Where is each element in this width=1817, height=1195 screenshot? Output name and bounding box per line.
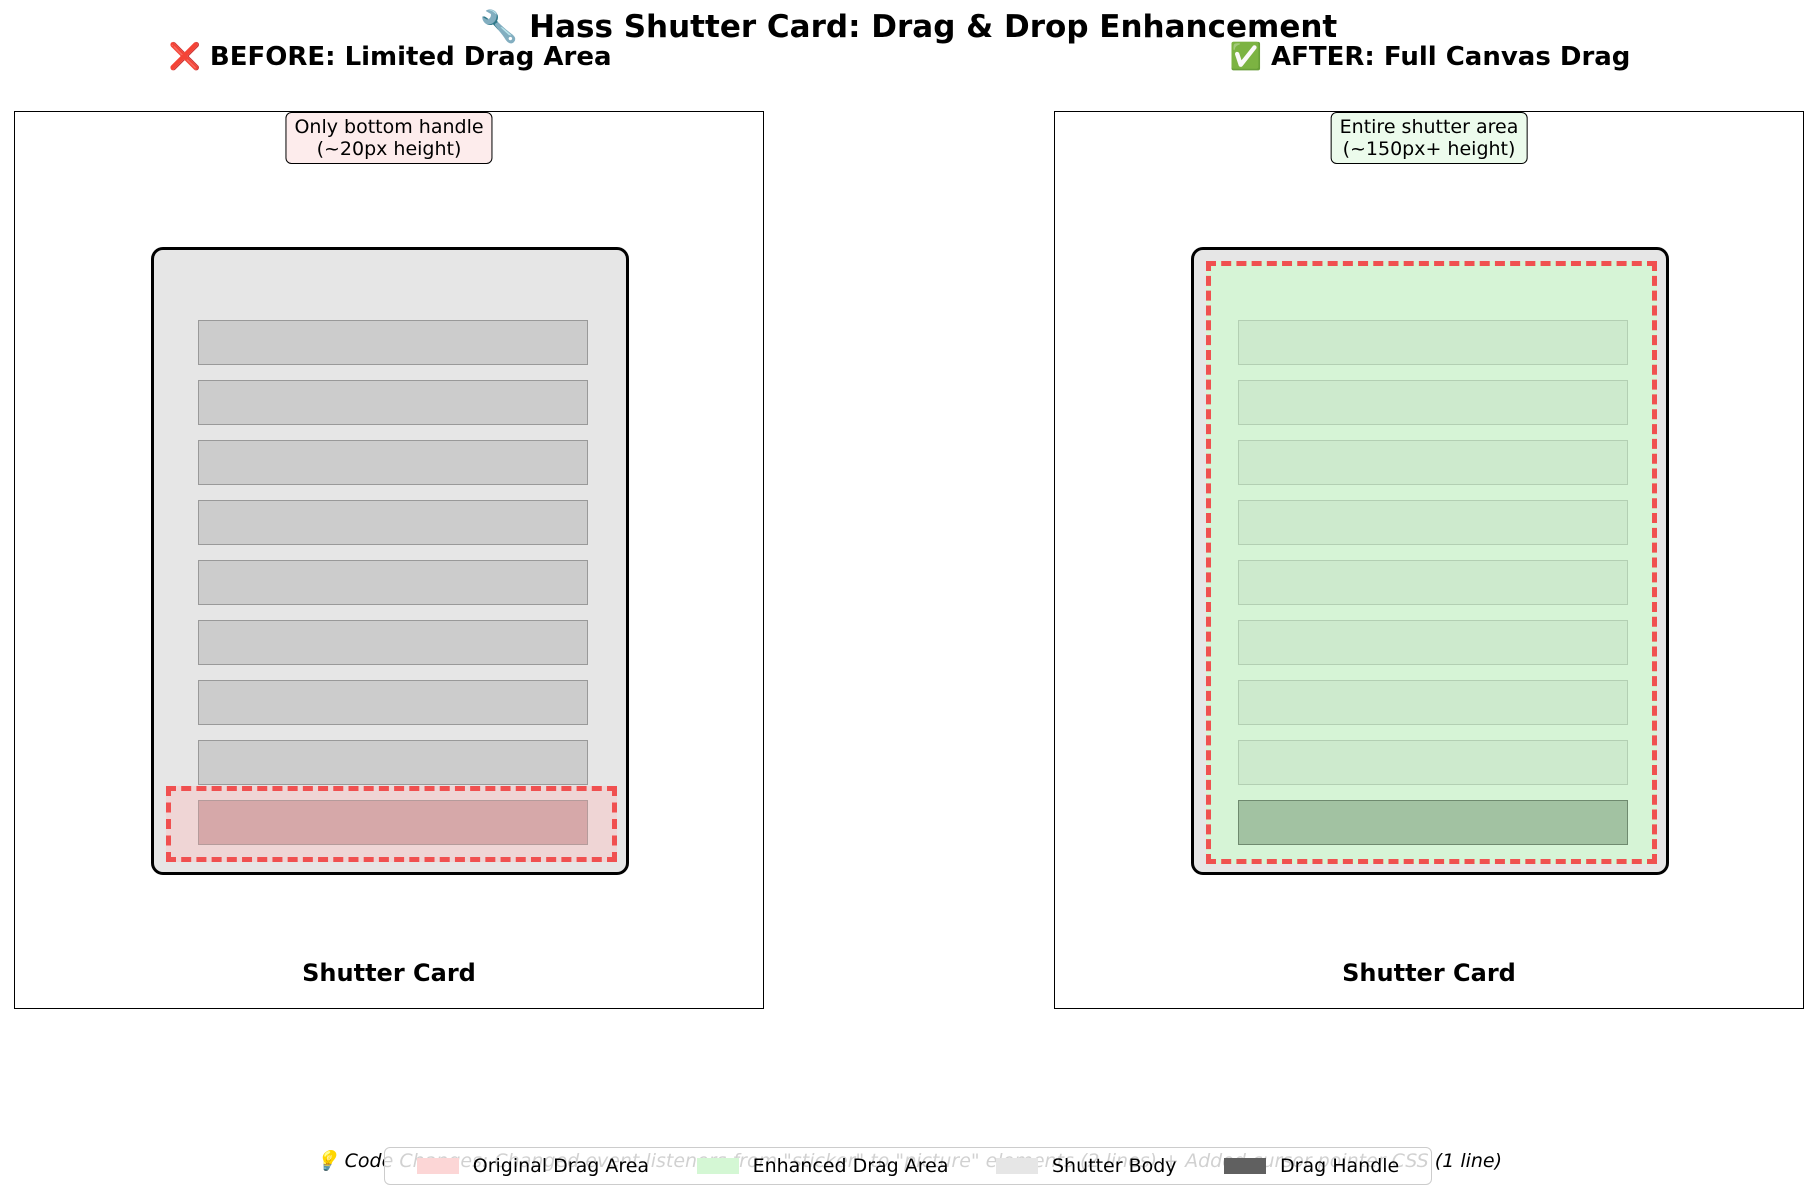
after-note: Entire shutter area (~150px+ height) — [1330, 112, 1528, 164]
legend-label: Shutter Body — [1051, 1155, 1177, 1177]
legend-item-enhanced: Enhanced Drag Area — [696, 1155, 949, 1177]
drag-handle-before[interactable] — [198, 800, 588, 845]
drag-handle-after[interactable] — [1238, 800, 1628, 845]
shutter-slat — [198, 620, 588, 665]
legend-swatch — [995, 1158, 1038, 1174]
shutter-slat — [198, 560, 588, 605]
shutter-slat — [1238, 740, 1628, 785]
before-panel: Only bottom handle (~20px height) Shutte… — [14, 111, 764, 1009]
shutter-slat — [1238, 440, 1628, 485]
shutter-slat — [1238, 500, 1628, 545]
after-card-label: Shutter Card — [1342, 959, 1516, 987]
legend-item-body: Shutter Body — [995, 1155, 1177, 1177]
legend-item-original: Original Drag Area — [416, 1155, 650, 1177]
shutter-slat — [198, 740, 588, 785]
legend-item-handle: Drag Handle — [1224, 1155, 1399, 1177]
legend-label: Drag Handle — [1280, 1155, 1400, 1177]
diagram-title: 🔧 Hass Shutter Card: Drag & Drop Enhance… — [479, 9, 1338, 45]
shutter-slat — [1238, 320, 1628, 365]
shutter-slat — [198, 320, 588, 365]
shutter-card-after[interactable] — [1191, 247, 1669, 875]
legend: Original Drag Area Enhanced Drag Area Sh… — [384, 1147, 1432, 1185]
legend-label: Enhanced Drag Area — [752, 1155, 949, 1177]
after-panel-title: ✅ AFTER: Full Canvas Drag — [1229, 42, 1631, 72]
legend-swatch — [1224, 1158, 1267, 1174]
original-drag-area[interactable] — [166, 786, 617, 862]
before-note-line1: Only bottom handle — [294, 116, 484, 138]
after-note-line2: (~150px+ height) — [1342, 138, 1516, 160]
before-note: Only bottom handle (~20px height) — [285, 112, 493, 164]
after-panel: Entire shutter area (~150px+ height) Shu… — [1054, 111, 1804, 1009]
before-note-line2: (~20px height) — [316, 138, 462, 160]
before-panel-title: ❌ BEFORE: Limited Drag Area — [168, 42, 612, 72]
shutter-slat — [1238, 560, 1628, 605]
shutter-slat — [1238, 680, 1628, 725]
after-note-line1: Entire shutter area — [1339, 116, 1519, 138]
shutter-slat — [198, 500, 588, 545]
shutter-slat — [198, 680, 588, 725]
shutter-card-before — [151, 247, 629, 875]
shutter-slat — [198, 440, 588, 485]
legend-swatch — [696, 1158, 739, 1174]
legend-swatch — [416, 1158, 459, 1174]
before-card-label: Shutter Card — [302, 959, 476, 987]
shutter-slat — [198, 380, 588, 425]
legend-label: Original Drag Area — [472, 1155, 650, 1177]
shutter-slat — [1238, 620, 1628, 665]
shutter-slat — [1238, 380, 1628, 425]
